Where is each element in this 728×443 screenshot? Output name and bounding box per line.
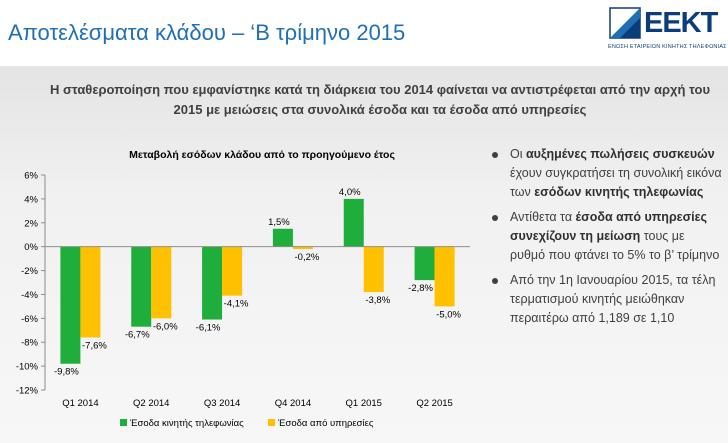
data-label: -5,0% [436, 309, 461, 320]
logo: ΕΕΚΤ ΕΝΩΣΗ ΕΤΑΙΡΕΙΩΝ ΚΙΝΗΤΗΣ ΤΗΛΕΦΩΝΙΑΣ [604, 4, 727, 60]
bullet-emphasis: αυξημένες πωλήσεις συσκευών [525, 147, 715, 161]
bullet-dot-icon [492, 278, 498, 284]
legend-label: Έσοδα κινητής τηλεφωνίας [129, 418, 244, 429]
y-axis: 6% 4% 2% 0% -2% -4% -6% -8% -10% -12% [16, 171, 46, 397]
header-bar: Αποτελέσματα κλάδου – ‘Β τρίμηνο 2015 ΕΕ… [0, 0, 728, 66]
data-label: -2,8% [408, 283, 433, 294]
bullet-emphasis: εσόδων κινητής τηλεφωνίας [534, 185, 704, 199]
bullet-dot-icon [492, 152, 498, 158]
data-label: -7,6% [82, 340, 107, 351]
data-label: -9,8% [54, 367, 79, 378]
data-label: -6,0% [153, 321, 178, 332]
y-tick-label: -2% [21, 266, 38, 277]
chart-legend: Έσοδα κινητής τηλεφωνίας Έσοδα από υπηρεσ… [120, 418, 374, 429]
bullet-point: Από την 1η Ιανουαρίου 2015, τα τέλη τερμ… [490, 271, 722, 328]
data-label: -4,1% [224, 299, 249, 310]
bar-services-revenue [292, 246, 313, 250]
bar-services-revenue [363, 246, 384, 293]
x-tick-label: Q2 2014 [133, 398, 169, 409]
bar-services-revenue [222, 246, 243, 296]
x-axis: Q1 2014 Q2 2014 Q3 2014 Q4 2014 Q1 2015 Q2 20… [45, 246, 470, 409]
bar-labels: -9,8% -7,6% -6,7%-6,0% -6,1% -4,1% 1,5% -0,2% 4… [54, 187, 462, 378]
bullet-point: Οι αυξημένες πωλήσεις συσκευών έχουν συγ… [490, 145, 722, 202]
slide-title: Αποτελέσματα κλάδου – ‘Β τρίμηνο 2015 [8, 20, 406, 45]
y-tick-label: -4% [21, 290, 38, 301]
bullet-emphasis: έσοδα από υπηρεσίες συνεχίζουν τη μείωση [510, 210, 708, 243]
y-tick-label: -6% [21, 314, 38, 325]
x-tick-label: Q1 2015 [346, 398, 382, 409]
y-tick-label: 4% [24, 194, 38, 205]
data-label: -6,7% [125, 330, 150, 341]
bullet-text: Αντίθετα τα [510, 210, 576, 224]
y-tick-label: -10% [16, 362, 39, 373]
legend-swatch [120, 419, 127, 426]
bar-mobile-revenue [343, 198, 364, 247]
logo-mark-icon [609, 7, 641, 39]
bar-mobile-revenue [202, 246, 223, 320]
x-tick-label: Q4 2014 [275, 398, 311, 409]
data-label: -3,8% [365, 295, 390, 306]
bullet-point: Αντίθετα τα έσοδα από υπηρεσίες συνεχίζο… [490, 208, 722, 265]
key-points-list: Οι αυξημένες πωλήσεις συσκευών έχουν συγ… [490, 145, 722, 334]
bars [60, 198, 455, 364]
bar-services-revenue [151, 246, 172, 319]
bullet-text: έχουν συγκρατήσει τη συνολική εικόνα των [510, 166, 722, 199]
bar-services-revenue [434, 246, 455, 307]
bar-mobile-revenue [272, 228, 293, 247]
legend-label: Έσοδα από υπηρεσίες [277, 418, 374, 429]
y-tick-label: 0% [24, 242, 38, 253]
bar-mobile-revenue [131, 246, 152, 327]
bullet-text: Από την 1η Ιανουαρίου 2015, τα τέλη τερμ… [510, 273, 716, 325]
bar-mobile-revenue [60, 246, 81, 364]
data-label: -0,2% [295, 252, 320, 263]
bullet-text: Οι [510, 147, 526, 161]
y-tick-label: 6% [24, 171, 38, 182]
bullet-dot-icon [492, 215, 498, 221]
x-tick-label: Q3 2014 [204, 398, 240, 409]
bar-services-revenue [80, 246, 101, 338]
revenue-change-chart: Μεταβολή εσόδων κλάδου από το προηγούμεν… [16, 149, 470, 429]
logo-wordmark: ΕΕΚΤ [644, 7, 718, 39]
chart-title: Μεταβολή εσόδων κλάδου από το προηγούμεν… [129, 149, 395, 161]
slide-headline: Η σταθεροποίηση που εμφανίστηκε κατά τη … [49, 82, 711, 117]
data-label: 4,0% [339, 187, 361, 198]
y-tick-label: -8% [21, 338, 38, 349]
logo-subtitle: ΕΝΩΣΗ ΕΤΑΙΡΕΙΩΝ ΚΙΝΗΤΗΣ ΤΗΛΕΦΩΝΙΑΣ [608, 44, 727, 50]
x-tick-label: Q1 2014 [62, 398, 98, 409]
y-tick-label: -12% [16, 386, 39, 397]
bullet-text: τους με ρυθμό που φτάνει το 5% το β’ τρί… [510, 229, 720, 262]
y-tick-label: 2% [24, 218, 38, 229]
x-tick-label: Q2 2015 [416, 398, 452, 409]
data-label: 1,5% [268, 217, 290, 228]
legend-swatch [268, 419, 275, 426]
bar-mobile-revenue [414, 246, 435, 281]
data-label: -6,1% [196, 323, 221, 334]
